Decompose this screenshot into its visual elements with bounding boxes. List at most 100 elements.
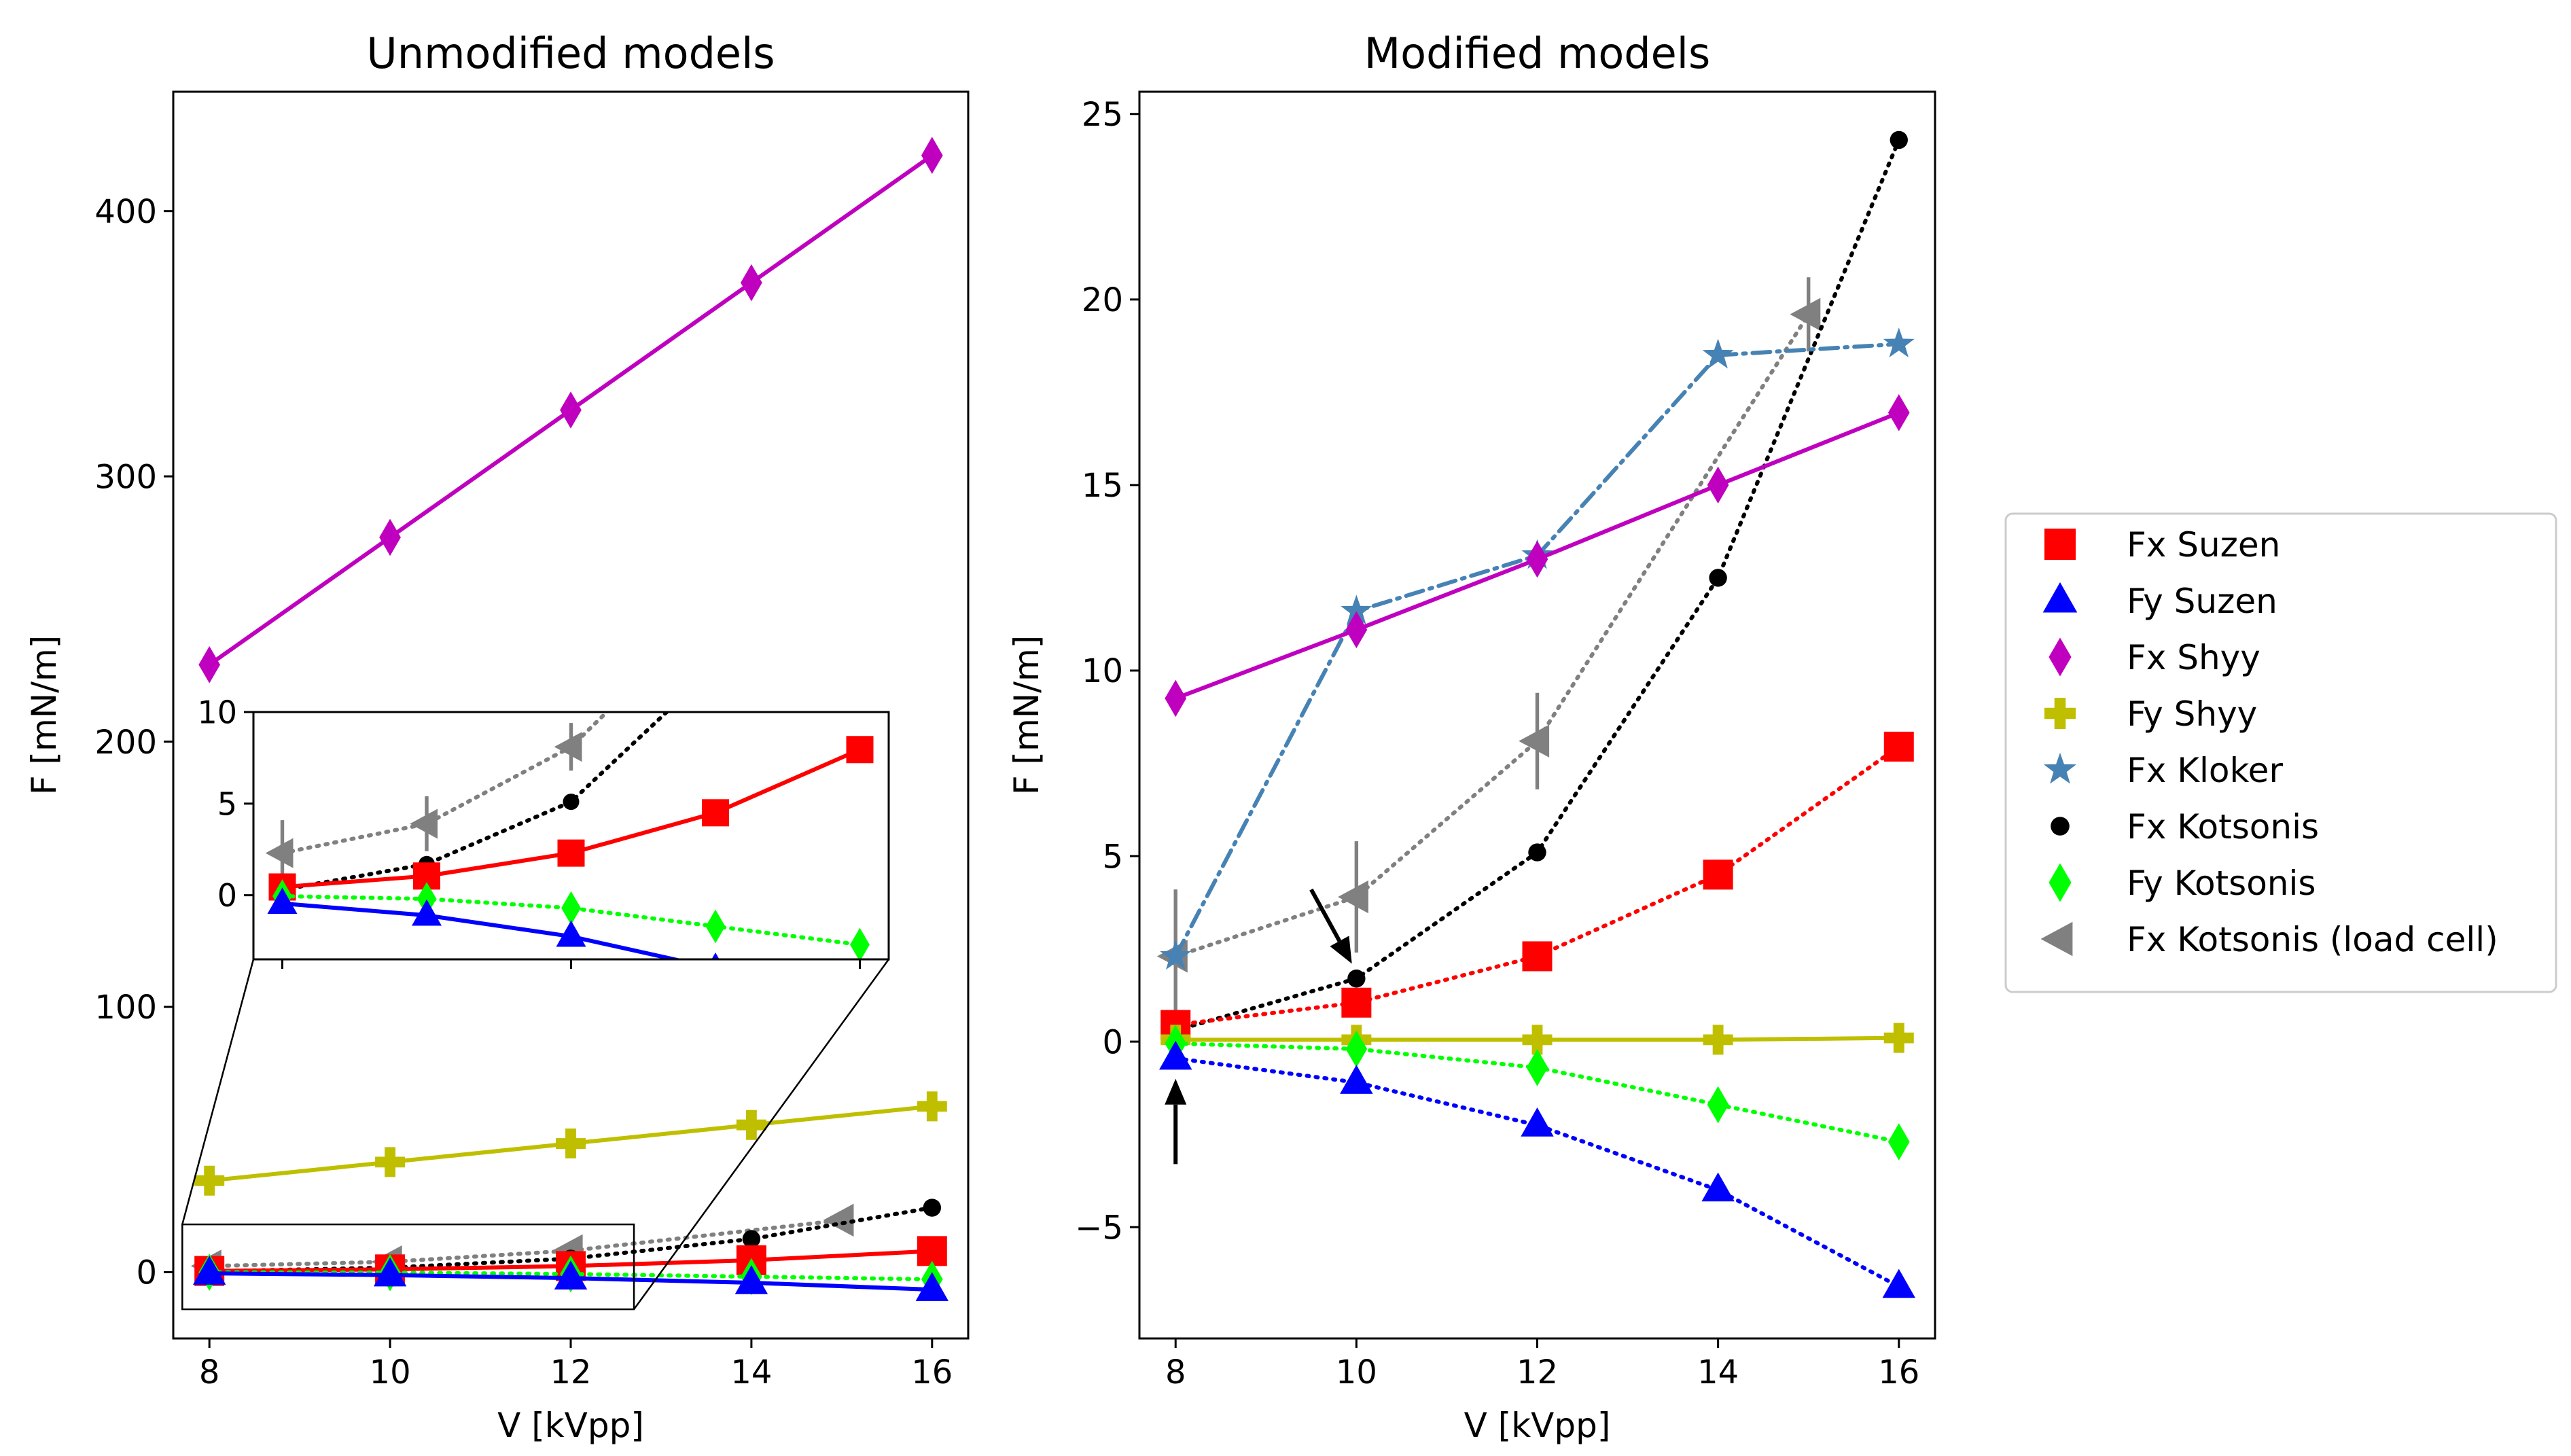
inset-marker-fy-kotsonis [561, 891, 581, 925]
right-marker-fy-suzen [1159, 1040, 1192, 1070]
inset-line-fy-kotsonis [280, 893, 862, 947]
right-series-fx-shyy [1165, 394, 1910, 717]
legend-marker-fx-shyy [2049, 637, 2072, 677]
inset-marker-fx-kotsonis [852, 442, 868, 458]
right-marker-fx-shyy [1887, 394, 1910, 431]
right-xtick-label: 14 [1697, 1353, 1739, 1391]
right-chart-title: Modified models [1364, 29, 1711, 78]
right-marker-fx-kotsonis [1528, 843, 1546, 862]
left-marker-fy-shyy [736, 1109, 766, 1140]
inset-marker-fy-suzen [412, 899, 442, 926]
right-marker-fy-suzen [1521, 1107, 1554, 1137]
right-marker-fx-suzen [1522, 941, 1553, 972]
inset-marker-fy-kotsonis [850, 927, 870, 959]
left-marker-fy-suzen [554, 1260, 588, 1290]
right-marker-fx-shyy [1707, 466, 1729, 504]
inset-zoom-box [181, 1223, 635, 1311]
left-marker-fy-suzen [915, 1272, 949, 1301]
left-marker-fx-shyy [921, 137, 943, 174]
inset-marker-fy-kotsonis [416, 882, 437, 916]
legend-box [2004, 512, 2557, 993]
left-xtick-label: 14 [730, 1353, 772, 1391]
right-marker-fx-suzen [1341, 987, 1372, 1018]
legend-entry-fx-kotsonis-load-cell: Fx Kotsonis (load cell) [2040, 920, 2498, 959]
inset-marker-fx-suzen [702, 799, 729, 827]
legend-entry-fy-shyy: Fy Shyy [2044, 694, 2257, 734]
legend-label: Fy Shyy [2127, 694, 2257, 734]
legend-label: Fy Suzen [2127, 582, 2277, 621]
right-xtick-label: 12 [1517, 1353, 1558, 1391]
left-marker-fx-kotsonis-load-cell [823, 1203, 854, 1237]
right-line-fx-kotsonis-load-cell [1173, 312, 1811, 959]
right-marker-fx-kotsonis-load-cell [1338, 880, 1368, 914]
inset-connector-line [633, 959, 890, 1310]
right-ytick-label: 20 [1082, 281, 1123, 319]
left-y-axis-label: F [mN/m] [24, 635, 64, 795]
right-ytick-label: 0 [1102, 1023, 1123, 1061]
legend-marker-fx-kotsonis [2051, 817, 2070, 836]
inset-series-fy-suzen [267, 887, 720, 959]
inset-marker-fy-suzen [556, 920, 586, 947]
legend-marker-fx-suzen [2044, 529, 2076, 560]
left-marker-fx-kotsonis [923, 1198, 942, 1217]
inset-marker-fx-kotsonis [563, 794, 580, 811]
right-marker-fx-kotsonis [1347, 970, 1366, 988]
inset-series-fy-kotsonis [272, 879, 870, 959]
left-marker-fy-shyy [375, 1147, 406, 1177]
right-marker-fx-kotsonis-load-cell [1790, 298, 1821, 331]
right-y-axis-label: F [mN/m] [1007, 635, 1046, 795]
inset-marker-fy-suzen [267, 887, 298, 914]
right-xtick-label: 8 [1165, 1353, 1186, 1391]
right-marker-fx-kotsonis [1709, 569, 1727, 587]
inset-connector-line [181, 959, 255, 1225]
left-marker-fx-kotsonis [742, 1230, 761, 1248]
legend-entry-fy-suzen: Fy Suzen [2042, 582, 2277, 621]
right-x-axis-label: V [kVpp] [1464, 1406, 1611, 1445]
right-marker-fx-shyy [1526, 540, 1548, 578]
annotation-arrow [1165, 1078, 1187, 1165]
annotation-arrow [1309, 888, 1352, 964]
legend-label: Fx Kotsonis [2127, 807, 2319, 847]
right-ytick-label: 25 [1082, 96, 1123, 134]
left-marker-fy-suzen [192, 1256, 226, 1285]
legend-entry-fx-suzen: Fx Suzen [2044, 525, 2280, 565]
inset-ytick-label: 0 [217, 877, 237, 914]
legend-entry-fx-kloker: Fx Kloker [2043, 751, 2283, 790]
modified-models-chart: Modified models 8 10 12 14 16 −5 0 5 10 15 20 25 V [k… [1007, 29, 1936, 1445]
legend-label: Fx Kloker [2127, 751, 2283, 790]
legend-marker-fx-kloker [2043, 752, 2077, 784]
legend-entry-fy-kotsonis: Fy Kotsonis [2049, 863, 2316, 903]
legend-label: Fx Suzen [2127, 525, 2280, 565]
left-ytick-label: 200 [94, 724, 157, 762]
legend-label: Fx Kotsonis (load cell) [2127, 920, 2498, 959]
right-marker-fx-kloker [1883, 327, 1915, 357]
right-marker-fy-shyy [1883, 1023, 1914, 1053]
legend-label: Fy Kotsonis [2127, 864, 2316, 903]
inset-ytick-label: 10 [197, 694, 237, 731]
legend-entry-fx-shyy: Fx Shyy [2049, 637, 2260, 677]
left-ytick-label: 400 [94, 193, 157, 231]
right-marker-fx-shyy [1345, 611, 1368, 649]
right-ytick-label: 5 [1102, 838, 1123, 876]
left-marker-fx-shyy [198, 646, 221, 683]
left-xtick-label: 12 [550, 1353, 591, 1391]
inset-series-fx-suzen [268, 736, 874, 901]
left-marker-fx-shyy [741, 264, 762, 302]
left-series-fx-shyy [198, 137, 943, 683]
right-marker-fy-suzen [1340, 1065, 1373, 1094]
inset-marker-fx-kotsonis [707, 658, 724, 675]
inset-marker-fy-kotsonis [705, 909, 726, 944]
right-ytick-label: 10 [1082, 652, 1123, 690]
left-xtick-label: 16 [911, 1353, 953, 1391]
left-marker-fy-shyy [194, 1165, 225, 1196]
right-line-fx-kotsonis [1173, 137, 1901, 1033]
left-marker-fy-shyy [917, 1091, 947, 1122]
left-ytick-label: 0 [136, 1254, 157, 1292]
right-marker-fy-suzen [1882, 1268, 1915, 1298]
left-marker-fy-suzen [734, 1265, 768, 1294]
left-line-fx-kotsonis-load-cell [207, 1218, 844, 1268]
legend-marker-fy-kotsonis [2049, 863, 2072, 902]
right-xtick-label: 10 [1336, 1353, 1377, 1391]
left-marker-fy-suzen [373, 1257, 407, 1287]
right-marker-fx-kotsonis-load-cell [1519, 724, 1550, 758]
